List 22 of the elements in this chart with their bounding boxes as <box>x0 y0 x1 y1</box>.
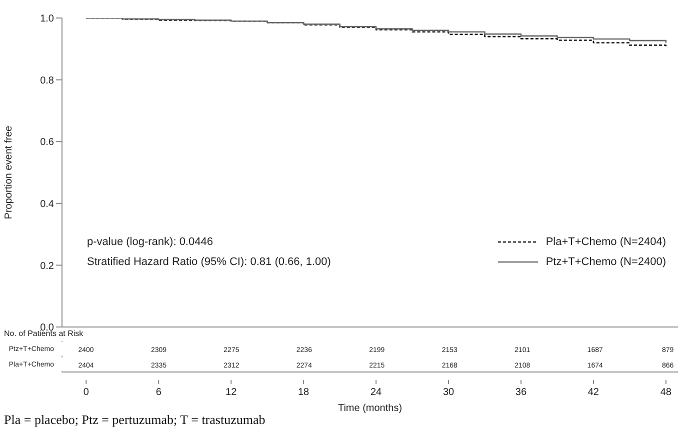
x-tick-label: 48 <box>660 387 672 398</box>
y-tick-label: 0.8 <box>40 75 54 86</box>
x-tick-label: 42 <box>588 387 600 398</box>
y-tick-label: 1.0 <box>40 14 54 25</box>
x-tick-label: 24 <box>370 387 382 398</box>
x-tick-label: 30 <box>442 387 455 398</box>
x-tick-label: 12 <box>226 387 238 398</box>
x-axis-title: Time (months) <box>338 403 402 414</box>
x-tick-label: 6 <box>156 387 162 398</box>
annotation: Stratified Hazard Ratio (95% CI): 0.81 (0.66, 1.00) <box>87 256 331 268</box>
y-axis-title: Proportion event free <box>4 125 15 220</box>
chart-title: No. of Patients at Risk <box>4 329 84 338</box>
y-tick-label: 0.4 <box>40 198 54 210</box>
annotation: p-value (log-rank): 0.0446 <box>87 236 213 248</box>
y-tick-label: 0.2 <box>40 260 54 272</box>
x-tick-label: 18 <box>298 387 310 398</box>
legend-label: Ptz+T+Chemo (N=2400) <box>544 255 666 270</box>
y-tick-label: 0.6 <box>40 137 54 148</box>
x-tick-label: 36 <box>515 387 527 398</box>
legend-label: Pla+T+Chemo (N=2404) <box>544 235 666 250</box>
text: Pla = placebo; Ptz = pertuzumab; T = trastuzumab <box>4 412 266 428</box>
x-tick-label: 0 <box>83 387 90 398</box>
